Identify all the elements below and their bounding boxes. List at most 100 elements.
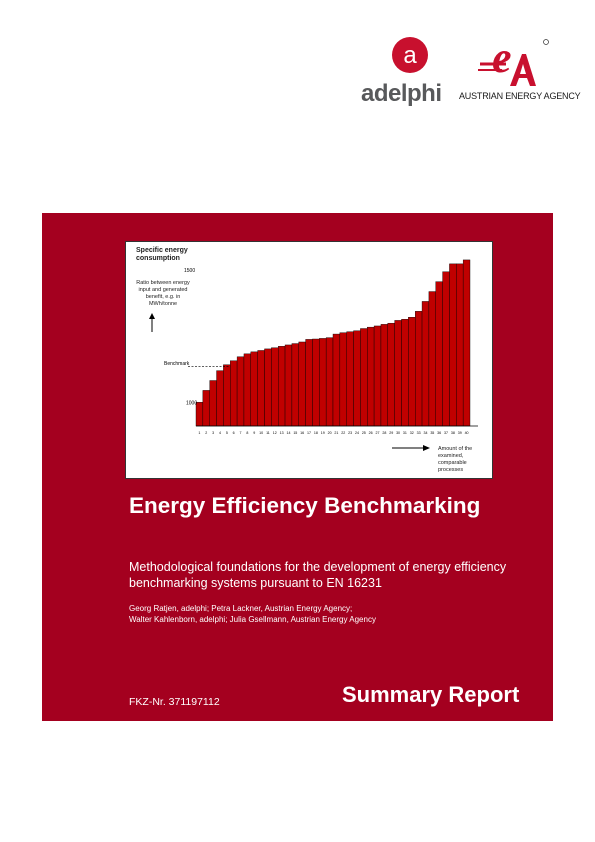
chart-bar xyxy=(401,319,409,427)
chart-bar xyxy=(243,353,251,427)
x-tick-label: 31 xyxy=(403,431,407,435)
benchmark-label: Benchmark xyxy=(164,361,190,367)
chart-bar xyxy=(456,263,464,427)
authors-line-2: Walter Kahlenborn, adelphi; Julia Gsellm… xyxy=(129,615,376,624)
chart-bar xyxy=(408,317,416,427)
x-tick-label: 21 xyxy=(334,431,338,435)
chart-bar xyxy=(209,380,217,427)
chart-bar xyxy=(442,271,450,427)
adelphi-logo-icon: a xyxy=(392,37,428,73)
chart-bar xyxy=(421,301,430,427)
x-tick-label: 39 xyxy=(458,431,462,435)
chart-bar xyxy=(230,360,238,427)
x-axis-arrowhead xyxy=(423,445,430,451)
chart-bar xyxy=(312,338,320,427)
x-tick-label: 22 xyxy=(341,431,345,435)
chart-bar xyxy=(373,325,382,427)
fkz-number: FKZ-Nr. 371197112 xyxy=(129,696,220,708)
x-tick-label: 37 xyxy=(444,431,448,435)
x-tick-label: 29 xyxy=(389,431,393,435)
chart-bar xyxy=(332,333,341,427)
chart-bar xyxy=(291,343,299,427)
y-tick-label: 1000 xyxy=(186,400,197,406)
x-tick-label: 28 xyxy=(382,431,386,435)
x-tick-label: 14 xyxy=(286,431,290,435)
austrian-energy-agency-wordmark: AUSTRIAN ENERGY AGENCY xyxy=(459,91,581,101)
summary-report-label: Summary Report xyxy=(342,682,520,707)
chart-bar xyxy=(325,337,334,427)
x-tick-label: 33 xyxy=(417,431,421,435)
x-tick-label: 24 xyxy=(355,431,359,435)
x-tick-label: 8 xyxy=(246,431,248,435)
x-axis-label: Amount of the examined, comparable proce… xyxy=(438,446,473,473)
chart-title: Specific energy consumption xyxy=(136,247,188,262)
x-tick-label: 7 xyxy=(240,431,242,435)
y-axis-label: Ratio between energy input and generated… xyxy=(136,280,190,307)
y-axis-arrowhead xyxy=(149,313,155,319)
x-tick-label: 20 xyxy=(328,431,332,435)
chart-bar xyxy=(298,341,306,427)
svg-text:e: e xyxy=(492,34,512,82)
x-tick-label: 1 xyxy=(198,431,200,435)
x-tick-label: 38 xyxy=(451,431,455,435)
chart-bar xyxy=(394,320,402,427)
chart-bar xyxy=(449,263,457,427)
chart-bar xyxy=(428,291,436,427)
chart-bar xyxy=(264,348,272,427)
chart-bar xyxy=(380,324,388,427)
x-tick-label: 16 xyxy=(300,431,304,435)
x-tick-label: 9 xyxy=(253,431,255,435)
chart-bar xyxy=(435,281,443,427)
x-tick-label: 11 xyxy=(266,431,270,435)
x-tick-label: 18 xyxy=(314,431,318,435)
x-tick-label: 6 xyxy=(233,431,235,435)
chart-bar xyxy=(462,259,471,427)
chart-bar xyxy=(284,344,293,427)
x-tick-label: 17 xyxy=(307,431,311,435)
x-tick-label: 10 xyxy=(259,431,263,435)
chart-bar xyxy=(387,322,395,427)
chart-bar xyxy=(346,331,354,427)
chart-bar xyxy=(216,370,224,427)
austrian-energy-agency-logo-icon: e xyxy=(478,34,549,86)
x-tick-label: 5 xyxy=(226,431,228,435)
x-tick-label: 34 xyxy=(423,431,427,435)
adelphi-wordmark: adelphi xyxy=(361,80,442,107)
x-tick-label: 27 xyxy=(376,431,380,435)
x-tick-label: 35 xyxy=(430,431,434,435)
chart-bar xyxy=(319,338,327,427)
chart-bar xyxy=(353,330,361,427)
chart-bar xyxy=(305,339,313,427)
x-tick-label: 25 xyxy=(362,431,366,435)
chart-bar xyxy=(367,326,375,427)
chart-bar xyxy=(277,346,286,427)
x-tick-label: 23 xyxy=(348,431,352,435)
chart-bar xyxy=(360,328,368,427)
svg-text:a: a xyxy=(403,42,417,69)
author-list: Georg Ratjen, adelphi; Petra Lackner, Au… xyxy=(129,603,529,625)
chart-bar xyxy=(271,347,279,427)
chart-bar xyxy=(415,311,423,427)
report-subtitle: Methodological foundations for the devel… xyxy=(129,560,507,590)
x-tick-label: 32 xyxy=(410,431,414,435)
x-tick-label: 13 xyxy=(280,431,284,435)
x-tick-label: 19 xyxy=(321,431,325,435)
chart-bar xyxy=(339,332,347,427)
y-tick-label: 1500 xyxy=(184,268,195,274)
chart-bar xyxy=(202,390,210,427)
x-tick-label: 2 xyxy=(205,431,207,435)
x-tick-label: 36 xyxy=(437,431,441,435)
x-tick-label: 26 xyxy=(369,431,373,435)
report-title: Energy Efficiency Benchmarking xyxy=(129,493,481,518)
chart-bar xyxy=(236,356,245,427)
x-tick-label: 4 xyxy=(219,431,221,435)
benchmark-chart: Benchmark 1500 1000 1 2 3 4 5 6 7 8 9 10 11 12 13 14 15 16… xyxy=(125,241,493,479)
authors-line-1: Georg Ratjen, adelphi; Petra Lackner, Au… xyxy=(129,604,353,613)
chart-bar xyxy=(223,364,231,427)
chart-bar xyxy=(257,350,265,427)
chart-bar xyxy=(250,351,258,427)
x-tick-label: 30 xyxy=(396,431,400,435)
x-tick-label: 3 xyxy=(212,431,214,435)
x-tick-label: 12 xyxy=(273,431,277,435)
